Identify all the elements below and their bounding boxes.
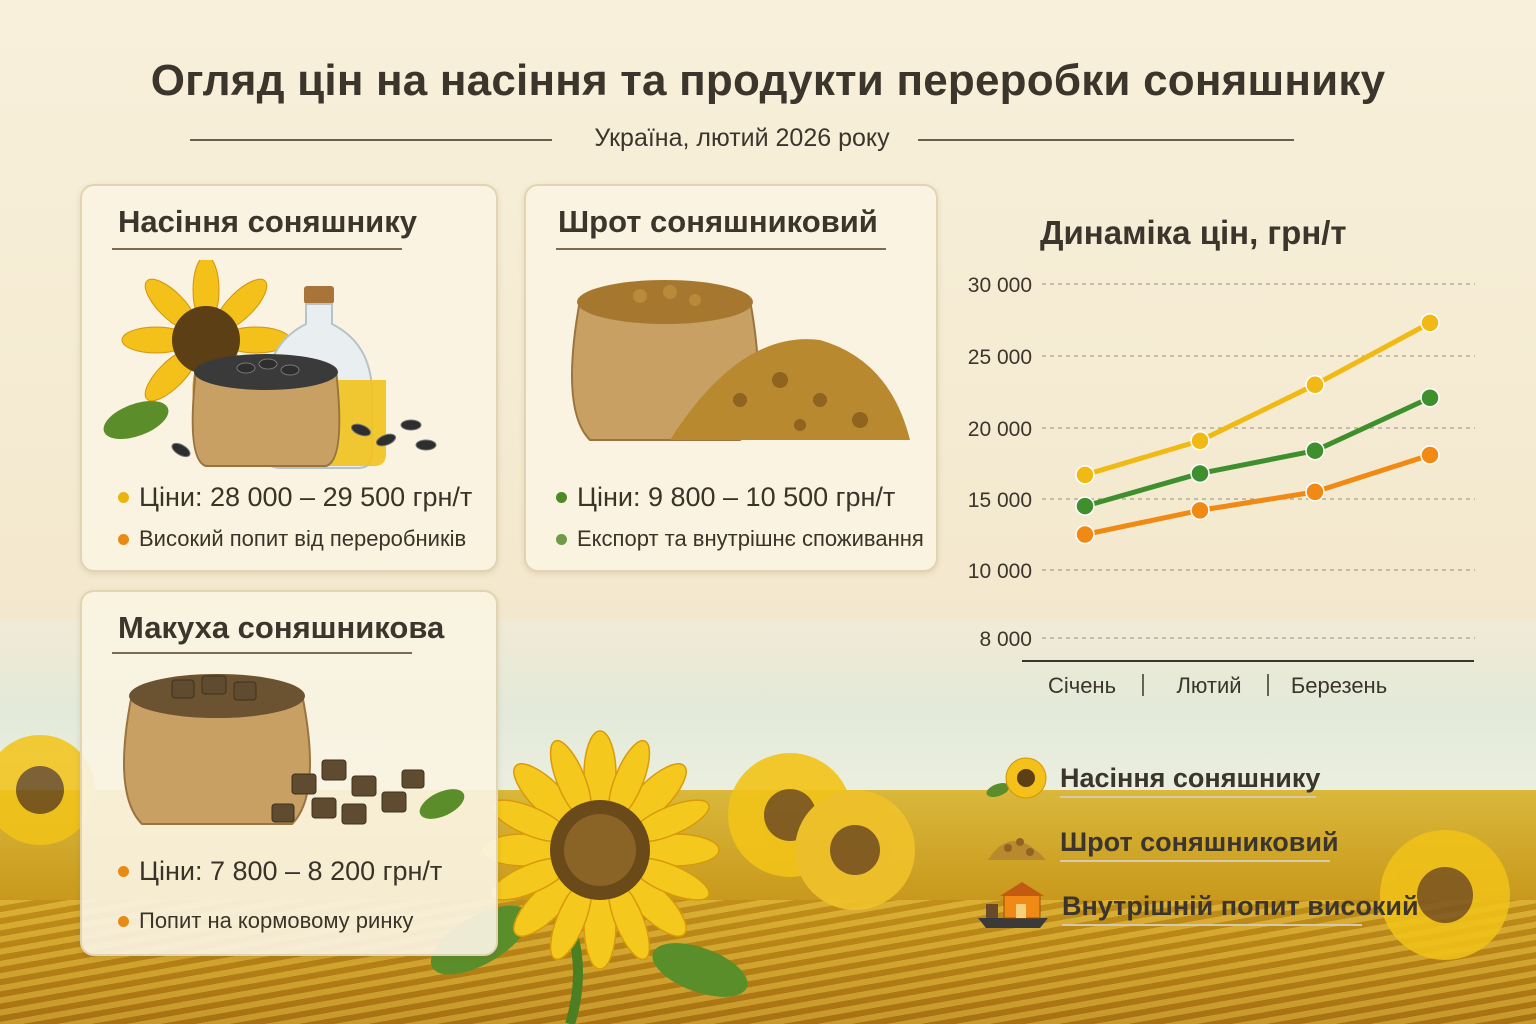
card-sunflower-meal: Шрот соняшниковий Ціни: 9 800 – 10 500 г…: [524, 184, 938, 572]
card-sunflower-seeds: Насіння соняшнику Ціни: 28 000 – 29 500 …: [80, 184, 498, 572]
card-price-row: Ціни: 9 800 – 10 500 грн/т: [556, 482, 895, 513]
subtitle-divider-left: [190, 139, 552, 141]
legend-underline: [1062, 924, 1362, 926]
y-tick-label: 30 000: [968, 274, 1032, 297]
x-tick-label: Січень: [1048, 673, 1116, 698]
legend-item-meal: Шрот соняшниковий: [984, 818, 1339, 866]
card-title: Насіння соняшнику: [118, 204, 417, 239]
subtitle-row: Україна, лютий 2026 року: [190, 124, 1294, 160]
card-title-underline: [556, 248, 886, 250]
data-point: [1420, 388, 1440, 408]
page-title: Огляд цін на насіння та продукти перероб…: [150, 56, 1386, 105]
price-bullet-dot: [118, 492, 129, 503]
y-tick-label: 25 000: [968, 346, 1032, 369]
sunflower-center-large-icon: [430, 730, 748, 1024]
data-point: [1075, 524, 1095, 545]
series-line: [1082, 452, 1433, 537]
meal-pile-icon: [988, 838, 1046, 860]
price-bullet-dot: [118, 866, 129, 877]
card-sunflower-cake: Макуха соняшникова Ціни: 7 800 – 8 200 г…: [80, 590, 498, 956]
card-note: Експорт та внутрішнє споживання: [577, 526, 924, 551]
data-point: [1305, 375, 1325, 395]
price-bullet-dot: [556, 492, 567, 503]
sunflower-meal-sack-icon: [571, 280, 910, 441]
data-point: [1420, 313, 1440, 333]
y-tick-label: 15 000: [968, 489, 1032, 512]
legend-label: Насіння соняшнику: [1060, 762, 1321, 793]
sunflower-cake-sack-icon: [123, 674, 465, 825]
data-point: [1190, 463, 1210, 484]
legend-item-domestic-demand: Внутрішній попит високий: [976, 880, 1419, 932]
page-subtitle: Україна, лютий 2026 року: [594, 124, 890, 152]
card-title-underline: [112, 248, 402, 250]
data-point: [1075, 496, 1095, 516]
sunflower-right-background-icon: [1380, 830, 1510, 960]
note-bullet-dot: [118, 915, 129, 927]
sunflower-icon: [986, 757, 1047, 799]
y-tick-label: 8 000: [979, 628, 1032, 651]
y-tick-label: 20 000: [968, 418, 1032, 441]
field-sunflowers-illustration: [0, 730, 1510, 1024]
data-point: [1305, 482, 1325, 502]
series-line: [1082, 395, 1433, 509]
data-point: [1190, 431, 1210, 451]
note-bullet-dot: [556, 533, 567, 545]
price-line-chart: 8 000 10 000 15 000 20 000 25 000 30 000 Січен…: [968, 274, 1475, 698]
sunflower-mid-background-icon: [728, 753, 915, 910]
card-title: Макуха соняшникова: [118, 610, 445, 645]
card-note-row: Високий попит від переробників: [118, 526, 466, 552]
card-title-underline: [112, 652, 412, 654]
card-note: Попит на кормовому ринку: [139, 908, 414, 933]
card-price-row: Ціни: 28 000 – 29 500 грн/т: [118, 482, 472, 513]
y-tick-label: 10 000: [968, 560, 1032, 583]
legend-item-seeds: Насіння соняшнику: [984, 754, 1320, 802]
data-point: [1420, 445, 1440, 465]
legend-underline: [1060, 796, 1316, 798]
sunflower-seeds-oil-icon: [103, 260, 437, 469]
subtitle-divider-right: [918, 139, 1294, 141]
ship-house-icon: [978, 882, 1048, 928]
card-price: Ціни: 9 800 – 10 500 грн/т: [577, 482, 896, 512]
data-point: [1075, 465, 1095, 485]
x-tick-label: Лютий: [1176, 673, 1241, 698]
card-note: Високий попит від переробників: [139, 526, 467, 551]
card-price-row: Ціни: 7 800 – 8 200 грн/т: [118, 856, 442, 887]
legend-underline: [1060, 860, 1330, 862]
legend-label: Внутрішній попит високий: [1062, 890, 1419, 921]
card-title: Шрот соняшниковий: [558, 204, 878, 239]
chart-title: Динаміка цін, грн/т: [1040, 214, 1347, 251]
card-price: Ціни: 28 000 – 29 500 грн/т: [139, 482, 473, 512]
legend-label: Шрот соняшниковий: [1060, 826, 1339, 857]
card-price: Ціни: 7 800 – 8 200 грн/т: [139, 856, 443, 886]
data-point: [1190, 500, 1210, 521]
note-bullet-dot: [118, 533, 129, 545]
series-line: [1082, 320, 1433, 478]
sunflower-left-background-icon: [0, 735, 95, 845]
card-note-row: Експорт та внутрішнє споживання: [556, 526, 924, 552]
card-note-row: Попит на кормовому ринку: [118, 908, 413, 934]
x-tick-label: Березень: [1291, 673, 1387, 698]
data-point: [1305, 440, 1325, 461]
